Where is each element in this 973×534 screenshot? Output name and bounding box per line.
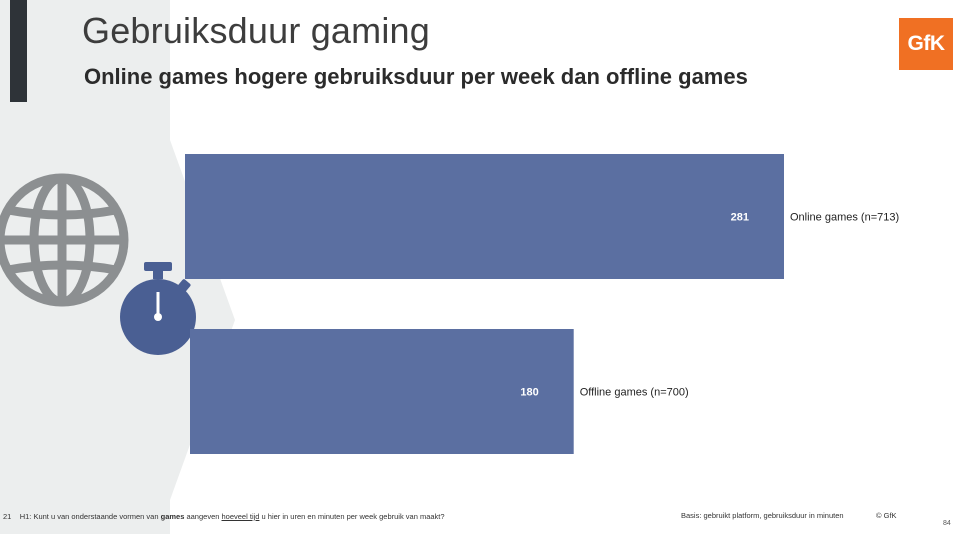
globe-icon — [0, 173, 129, 307]
question-mid: aangeven — [184, 512, 222, 521]
question-bold: games — [160, 512, 185, 521]
category-label-0: Online games (n=713) — [790, 212, 899, 224]
stopwatch-icon — [120, 262, 196, 355]
bar-value-label-0: 281 — [731, 212, 749, 224]
question-suffix: u hier in uren en minuten per week gebru… — [259, 512, 445, 521]
page-number: 84 — [943, 520, 951, 527]
page-title: Gebruiksduur gaming — [82, 10, 430, 51]
question-underline: hoeveel tijd — [221, 512, 260, 521]
footer-copyright: © GfK — [876, 511, 897, 520]
footer-question: 21 H1: Kunt u van onderstaande vormen va… — [3, 512, 445, 521]
footer-basis: Basis: gebruikt platform, gebruiksduur i… — [681, 511, 844, 520]
question-prefix: H1: Kunt u van onderstaande vormen van — [19, 512, 161, 521]
bar-0 — [185, 154, 784, 279]
category-label-1: Offline games (n=700) — [580, 387, 689, 399]
page-subtitle: Online games hogere gebruiksduur per wee… — [84, 64, 748, 89]
side-accent-bar — [10, 0, 27, 102]
bar-1 — [190, 329, 574, 454]
slide-number: 21 — [3, 512, 12, 521]
gfk-logo: GfK — [899, 18, 953, 70]
bar-value-label-1: 180 — [520, 387, 538, 399]
